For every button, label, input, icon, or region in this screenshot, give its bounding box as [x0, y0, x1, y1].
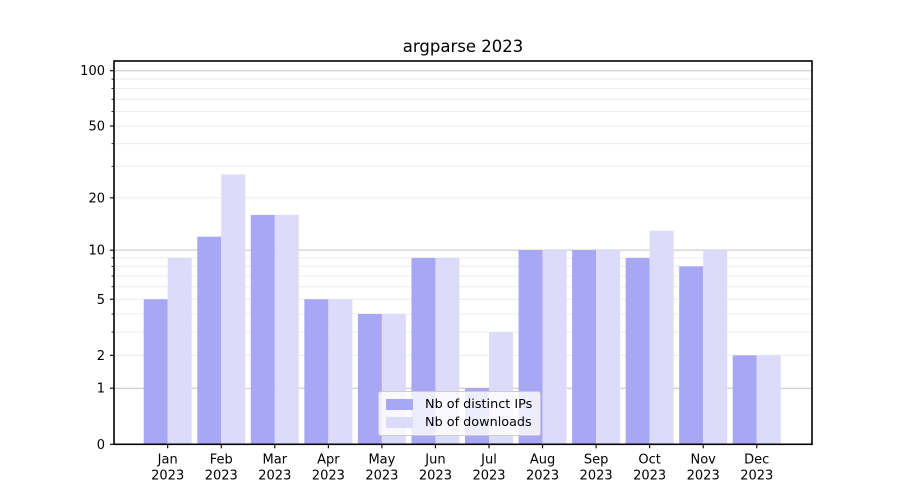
x-tick-label-year: 2023: [472, 468, 505, 483]
bar-distinct-ips-sep: [572, 250, 597, 445]
x-tick-label-year: 2023: [580, 468, 613, 483]
bar-downloads-jan: [167, 257, 192, 445]
x-tick-label-year: 2023: [365, 468, 398, 483]
x-tick-label-month: Apr: [317, 452, 340, 467]
legend-swatch-distinct-ips: [386, 399, 413, 411]
y-tick-label: 2: [97, 349, 105, 364]
legend-label-distinct-ips: Nb of distinct IPs: [425, 397, 533, 413]
y-tick-label: 10: [88, 244, 105, 259]
x-tick-label-year: 2023: [526, 468, 559, 483]
chart-title: argparse 2023: [403, 37, 523, 56]
bar-distinct-ips-feb: [197, 236, 222, 445]
x-tick-label-year: 2023: [633, 468, 666, 483]
legend-item-downloads: Nb of downloads: [386, 414, 532, 431]
legend-swatch-downloads: [386, 416, 413, 428]
legend-item-distinct-ips: Nb of distinct IPs: [386, 396, 532, 413]
bar-downloads-aug: [542, 250, 567, 445]
y-tick-label: 50: [88, 120, 105, 135]
legend-label-downloads: Nb of downloads: [425, 414, 532, 430]
bar-downloads-oct: [649, 230, 674, 445]
x-tick-label-year: 2023: [258, 468, 291, 483]
x-tick-label-year: 2023: [687, 468, 720, 483]
bar-distinct-ips-nov: [679, 266, 704, 445]
x-tick-label-month: Dec: [744, 452, 769, 467]
bar-distinct-ips-dec: [732, 355, 757, 445]
x-tick-label-month: Jun: [424, 452, 445, 467]
bar-downloads-sep: [596, 250, 621, 445]
y-tick-label: 100: [80, 64, 105, 79]
x-tick-label-month: Sep: [584, 452, 609, 467]
x-tick-label-month: Jan: [157, 452, 178, 467]
y-tick-label: 0: [97, 438, 105, 453]
x-tick-label-month: May: [368, 452, 395, 467]
x-tick-label-year: 2023: [312, 468, 345, 483]
bar-distinct-ips-apr: [304, 299, 329, 445]
axes-spines: [113, 60, 813, 446]
bar-distinct-ips-may: [357, 314, 382, 445]
bar-downloads-apr: [328, 299, 353, 445]
x-tick-label-year: 2023: [419, 468, 452, 483]
x-tick-label-month: Jul: [480, 452, 497, 467]
x-tick-label-year: 2023: [205, 468, 238, 483]
y-tick-label: 20: [88, 191, 105, 206]
x-tick-label-month: Feb: [210, 452, 233, 467]
bar-downloads-mar: [274, 214, 299, 445]
x-tick-label-year: 2023: [740, 468, 773, 483]
bar-downloads-nov: [703, 250, 728, 445]
bar-downloads-feb: [221, 174, 246, 445]
x-tick-label-year: 2023: [151, 468, 184, 483]
legend: Nb of distinct IPs Nb of downloads: [378, 391, 541, 436]
bar-distinct-ips-oct: [625, 257, 650, 445]
x-tick-label-month: Nov: [691, 452, 717, 467]
bar-distinct-ips-jan: [143, 299, 168, 445]
y-tick-label: 5: [97, 293, 105, 308]
y-tick-label: 1: [97, 382, 105, 397]
bar-distinct-ips-mar: [250, 214, 275, 445]
bar-downloads-dec: [756, 355, 781, 445]
x-tick-label-month: Oct: [638, 452, 660, 467]
x-tick-label-month: Mar: [263, 452, 288, 467]
x-tick-label-month: Aug: [530, 452, 555, 467]
